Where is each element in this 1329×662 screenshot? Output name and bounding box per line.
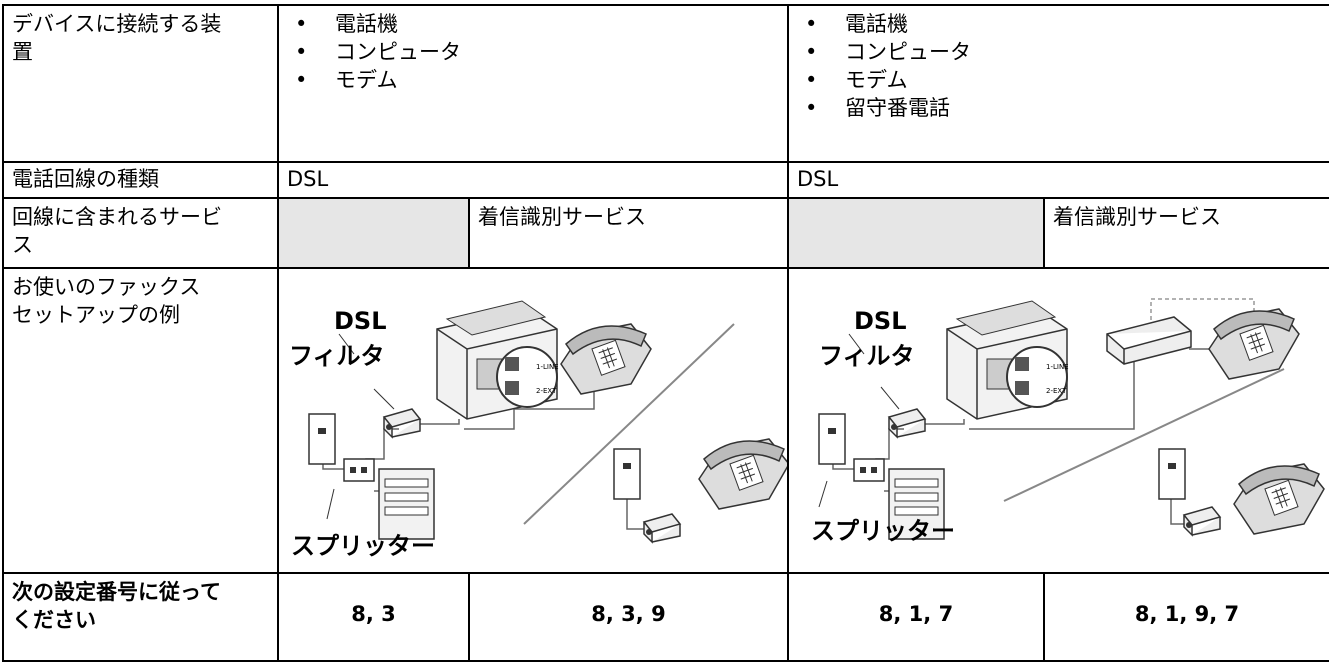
splitter-label: スプリッター — [811, 517, 955, 545]
row-example: お使いのファックス セットアップの例 1-LINE 2-EXT DSL フィルタ … — [2, 267, 1329, 574]
list-item: コンピュータ — [287, 38, 779, 66]
port-label: 2-EXT — [1046, 387, 1067, 395]
pointer — [818, 480, 828, 508]
row-line-type: 電話回線の種類 DSL DSL — [2, 161, 1329, 199]
fax-printer — [946, 300, 1068, 420]
label-line: 回線に含まれるサービ — [12, 205, 222, 229]
setting-numbers: 8, 3, 9 — [468, 572, 789, 662]
figure-cell: 1-LINE 2-EXT DSL フィルタ スプリッター — [787, 267, 1329, 574]
dashed-cable — [1150, 298, 1255, 327]
list-item: 電話機 — [797, 10, 1321, 38]
filter-label: フィルタ — [289, 342, 385, 370]
setup-figure: 1-LINE 2-EXT DSL フィルタ スプリッター — [289, 300, 786, 560]
label-line: ください — [12, 608, 96, 632]
row-label: 次の設定番号に従って ください — [2, 572, 279, 662]
divider — [523, 323, 735, 525]
row-services: 回線に含まれるサービス 着信識別サービス 着信識別サービス — [2, 197, 1329, 269]
wall-jack — [818, 413, 846, 465]
service: 着信識別サービス — [1053, 205, 1221, 229]
line-type: DSL — [797, 167, 839, 191]
wall-jack — [308, 413, 336, 465]
row-label: お使いのファックス セットアップの例 — [2, 267, 279, 574]
row-settings: 次の設定番号に従って ください 8, 3 8, 3, 9 8, 1, 7 8, 1… — [2, 572, 1329, 662]
splitter — [853, 458, 885, 482]
pointer — [373, 388, 395, 410]
pointer — [338, 333, 355, 355]
port-label: 2-EXT — [536, 387, 557, 395]
port-label: 1-LINE — [1046, 363, 1069, 371]
label-line: 置 — [12, 40, 33, 64]
computer — [378, 468, 435, 540]
fax-printer — [436, 300, 558, 420]
label-line: デバイスに接続する装 — [12, 12, 222, 36]
cell: 着信識別サービス — [468, 197, 789, 269]
line-type: DSL — [287, 167, 329, 191]
cell: DSL — [277, 161, 789, 199]
list-item: 留守番電話 — [797, 94, 1321, 122]
label-line: 次の設定番号に従って — [12, 580, 221, 604]
divider — [1003, 368, 1285, 502]
list-item: コンピュータ — [797, 38, 1321, 66]
filter-label: フィルタ — [819, 342, 915, 370]
dsl-filter — [1183, 506, 1221, 536]
list-item: モデム — [797, 66, 1321, 94]
telephone — [560, 323, 652, 395]
label-line: お使いのファックス — [12, 275, 201, 299]
cell: 着信識別サービス — [1043, 197, 1329, 269]
filter-label: DSL — [854, 307, 907, 335]
empty-cell — [277, 197, 470, 269]
pointer — [326, 488, 335, 520]
row-label: 電話回線の種類 — [2, 161, 279, 199]
setting-numbers: 8, 1, 7 — [787, 572, 1045, 662]
port-label: 1-LINE — [536, 363, 559, 371]
splitter-label: スプリッター — [291, 532, 435, 560]
telephone — [1208, 308, 1300, 380]
telephone — [698, 438, 786, 510]
answering-machine — [1106, 316, 1192, 365]
dsl-filter — [383, 408, 421, 438]
setup-figure: 1-LINE 2-EXT DSL フィルタ スプリッター — [811, 298, 1325, 545]
label-line: セットアップの例 — [12, 303, 180, 327]
setting-numbers: 8, 3 — [277, 572, 470, 662]
list-item: モデム — [287, 66, 779, 94]
splitter — [343, 458, 375, 482]
list-item: 電話機 — [287, 10, 779, 38]
dsl-filter — [643, 513, 681, 543]
row-label: デバイスに接続する装置 — [2, 4, 279, 163]
label-line: 電話回線の種類 — [12, 167, 159, 191]
filter-label: DSL — [334, 307, 387, 335]
row-label: 回線に含まれるサービス — [2, 197, 279, 269]
empty-cell — [787, 197, 1045, 269]
telephone — [1233, 463, 1325, 535]
device-list: 電話機コンピュータモデム — [277, 4, 789, 163]
service: 着信識別サービス — [478, 205, 646, 229]
pointer — [848, 333, 865, 355]
wall-jack — [1158, 448, 1186, 500]
cell: DSL — [787, 161, 1329, 199]
device-list: 電話機コンピュータモデム留守番電話 — [787, 4, 1329, 163]
label-line: ス — [12, 233, 33, 257]
figure-cell: 1-LINE 2-EXT DSL フィルタ スプリッター — [277, 267, 789, 574]
dsl-filter — [888, 408, 926, 438]
wall-jack — [613, 448, 641, 500]
pointer — [880, 386, 900, 410]
setting-numbers: 8, 1, 9, 7 — [1043, 572, 1329, 662]
